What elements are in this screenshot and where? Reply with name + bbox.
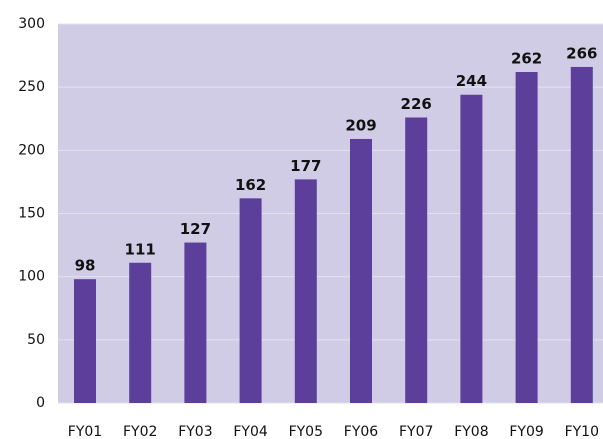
data-label: 226	[401, 95, 432, 113]
y-tick-label: 0	[36, 395, 45, 411]
data-label: 98	[75, 257, 96, 275]
data-label: 262	[511, 50, 542, 68]
bar	[405, 117, 428, 403]
bar	[184, 242, 207, 403]
data-label: 127	[180, 220, 211, 238]
y-tick-label: 50	[27, 332, 45, 348]
data-label: 162	[235, 176, 266, 194]
bar	[570, 66, 593, 403]
y-tick-label: 250	[18, 79, 45, 95]
data-label: 177	[290, 157, 321, 175]
x-tick-label: FY06	[344, 424, 379, 439]
y-tick-label: 100	[18, 269, 45, 285]
y-tick-label: 300	[18, 16, 45, 32]
bar	[239, 198, 262, 403]
data-label: 209	[345, 116, 376, 134]
x-tick-label: FY03	[178, 424, 212, 439]
y-tick-label: 200	[18, 142, 45, 158]
bar	[74, 279, 96, 403]
bar	[515, 72, 538, 404]
x-tick-label: FY04	[233, 424, 268, 439]
bar	[350, 138, 372, 404]
data-label: 111	[125, 240, 156, 258]
x-tick-label: FY10	[565, 424, 599, 439]
bar	[294, 179, 317, 403]
bar	[460, 94, 483, 403]
x-tick-label: FY09	[509, 424, 543, 439]
x-tick-label: FY05	[289, 424, 323, 439]
data-label: 244	[456, 72, 487, 90]
y-tick-label: 150	[18, 206, 45, 222]
x-tick-label: FY01	[68, 424, 102, 439]
bar	[129, 262, 152, 403]
x-tick-label: FY07	[399, 424, 433, 439]
data-label: 266	[566, 44, 597, 62]
x-tick-label: FY08	[454, 424, 488, 439]
x-tick-label: FY02	[123, 424, 157, 439]
